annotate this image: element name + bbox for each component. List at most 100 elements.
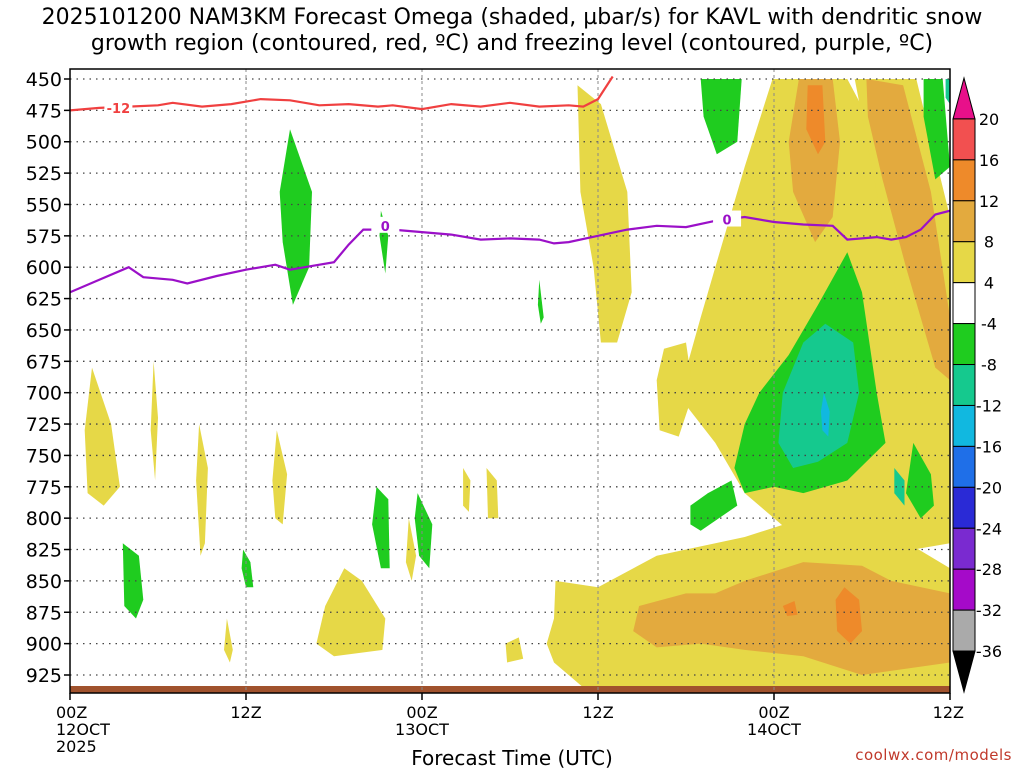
omega-region-5-0 [820,392,830,437]
omega-region-2-1 [835,587,862,644]
omega-region-1-2 [866,79,950,381]
colorbar-label-11: -28 [976,560,1002,579]
x-tick-label-0-0: 00Z [56,703,87,722]
colorbar-swatch-10 [952,486,976,529]
omega-region-3-7 [241,549,254,588]
dgz-minus12-contour [70,75,614,112]
x-tick-label-60-0: 12Z [933,703,964,722]
y-tick-label-650: 650 [26,320,62,342]
x-axis-title: Forecast Time (UTC) [411,746,613,770]
colorbar-swatch-5 [952,282,976,325]
grid [70,69,950,693]
y-tick-label-575: 575 [26,226,62,248]
omega-region-0-10 [405,518,417,581]
omega-region-0-5 [150,361,158,481]
colorbar-label-13: -36 [976,642,1002,661]
y-tick-label-850: 850 [26,571,62,593]
freezing-contour-label-2-bg [713,210,742,227]
y-axis: 450 475 500 525 550 575 600 625 650 675 700 725 750 7… [26,69,70,687]
x-tick-label-48-0: 00Z [758,703,789,722]
x-tick-label-36-0: 12Z [582,703,613,722]
y-tick-label-550: 550 [26,194,62,216]
y-tick-label-525: 525 [26,163,62,185]
omega-region-0-13 [505,637,524,663]
omega-region-3-10 [372,486,390,569]
omega-region-3-0 [279,129,312,305]
colorbar-label-2: 12 [979,192,999,211]
y-tick-label-450: 450 [26,69,62,91]
plot-frame [69,68,951,694]
credit-text: coolwx.com/models [855,746,1012,764]
omega-region-0-9 [224,618,233,663]
y-tick-label-625: 625 [26,289,62,311]
omega-shading [84,79,950,688]
colorbar-swatch-13 [952,609,976,652]
omega-region-3-3 [690,480,738,531]
y-tick-label-825: 825 [26,540,62,562]
colorbar-swatch-12 [952,568,976,611]
y-tick-label-750: 750 [26,445,62,467]
omega-region-0-7 [272,430,288,525]
terrain-ground [70,686,950,693]
chart-title-line-2: growth region (contoured, red, ºC) and f… [90,31,934,56]
colorbar-label-12: -32 [976,601,1002,620]
x-tick-label-0-2: 2025 [56,737,97,756]
colorbar-swatch-8 [952,404,976,447]
omega-region-4-0 [778,323,860,468]
freezing-level-contour [70,209,950,294]
chart-title-line-1: 2025101200 NAM3KM Forecast Omega (shaded… [41,5,983,30]
omega-region-2-0 [806,85,826,155]
omega-region-1-0 [633,562,950,675]
colorbar-label-3: 8 [984,233,994,252]
colorbar-label-1: 16 [979,151,999,170]
omega-region-0-4 [84,367,120,506]
omega-region-0-6 [196,424,208,556]
y-tick-label-475: 475 [26,100,62,122]
y-tick-label-800: 800 [26,508,62,530]
colorbar-swatch-9 [952,445,976,488]
y-tick-label-725: 725 [26,414,62,436]
colorbar-swatch-6 [952,323,976,366]
colorbar-label-6: -8 [981,356,997,375]
omega-region-0-11 [463,468,471,512]
y-tick-label-925: 925 [26,665,62,687]
y-tick-label-900: 900 [26,634,62,656]
omega-region-3-11 [414,493,433,569]
x-tick-label-48-1: 14OCT [747,720,801,739]
x-tick-label-12-0: 12Z [230,703,261,722]
colorbar-swatch-11 [952,527,976,570]
colorbar-label-0: 20 [979,110,999,129]
colorbar-swatch-7 [952,364,976,406]
freezing-contour-label-2: 0 [723,214,732,229]
colorbar-label-5: -4 [981,315,997,334]
colorbar-swatch-3 [952,200,976,243]
y-tick-label-675: 675 [26,351,62,373]
dgz-contour-label: -12 [107,102,131,117]
omega-region-3-9 [537,279,544,324]
omega-region-1-1 [788,79,840,243]
colorbar-swatch-0 [952,76,976,120]
omega-region-4-1 [945,79,950,105]
colorbar-label-8: -16 [976,437,1002,456]
colorbar-label-4: 4 [984,274,994,293]
omega-region-3-1 [700,79,742,155]
colorbar-swatch-2 [952,159,976,202]
omega-region-3-5 [923,79,950,180]
x-tick-label-24-0: 00Z [406,703,437,722]
x-tick-label-24-1: 13OCT [395,720,449,739]
colorbar-swatch-1 [952,118,976,161]
y-tick-label-875: 875 [26,602,62,624]
omega-region-0-12 [486,468,499,519]
omega-region-3-4 [906,442,934,519]
colorbar: 20 16 12 8 4 -4 -8 -12 -16 -20 -24 -28 -32 -36 [952,76,1002,694]
y-tick-label-500: 500 [26,132,62,154]
freezing-contour-label-1-bg [371,216,400,233]
colorbar-label-7: -12 [976,396,1002,415]
freezing-contour-label-1: 0 [381,220,390,235]
colorbar-swatch-4 [952,241,976,284]
colorbar-label-10: -24 [976,519,1002,538]
omega-region-0-3 [656,342,694,437]
x-tick-label-0-1: 12OCT [56,720,110,739]
